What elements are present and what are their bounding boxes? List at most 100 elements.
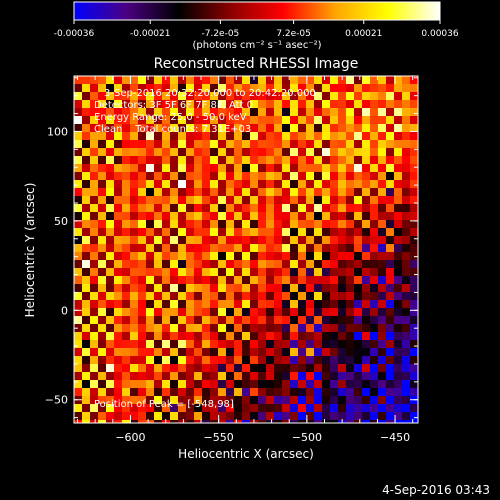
heatmap-cell: [194, 140, 202, 148]
heatmap-cell: [386, 316, 394, 324]
heatmap-cell: [258, 116, 266, 124]
heatmap-cell: [234, 324, 242, 332]
y-tick-label: 50: [54, 215, 68, 228]
heatmap-cell: [162, 380, 170, 388]
heatmap-cell: [306, 412, 314, 420]
heatmap-cell: [394, 108, 402, 116]
colorbar-tick-label: 7.2e-05: [276, 29, 311, 39]
heatmap-cell: [146, 348, 154, 356]
heatmap-cell: [402, 244, 410, 252]
heatmap-cell: [210, 116, 218, 124]
heatmap-cell: [114, 124, 122, 132]
heatmap-cell: [330, 228, 338, 236]
heatmap-cell: [146, 260, 154, 268]
heatmap-cell: [338, 132, 346, 140]
heatmap-cell: [170, 92, 178, 100]
heatmap-cell: [98, 268, 106, 276]
heatmap-cell: [90, 236, 98, 244]
heatmap-cell: [274, 252, 282, 260]
heatmap-cell: [202, 148, 210, 156]
heatmap-cell: [186, 244, 194, 252]
heatmap-cell: [90, 292, 98, 300]
heatmap-cell: [186, 212, 194, 220]
heatmap-cell: [258, 132, 266, 140]
heatmap-cell: [314, 132, 322, 140]
heatmap-cell: [170, 220, 178, 228]
heatmap-cell: [314, 100, 322, 108]
heatmap-cell: [130, 356, 138, 364]
heatmap-cell: [362, 124, 370, 132]
heatmap-cell: [194, 364, 202, 372]
heatmap-cell: [178, 348, 186, 356]
heatmap-cell: [258, 284, 266, 292]
heatmap-cell: [122, 76, 130, 84]
heatmap-cell: [346, 276, 354, 284]
heatmap-cell: [162, 260, 170, 268]
heatmap-cell: [82, 132, 90, 140]
heatmap-cell: [114, 412, 122, 420]
heatmap-cell: [114, 324, 122, 332]
heatmap-cell: [178, 108, 186, 116]
heatmap-cell: [378, 228, 386, 236]
heatmap-cell: [234, 124, 242, 132]
heatmap-cell: [186, 284, 194, 292]
heatmap-cell: [410, 156, 418, 164]
heatmap-cell: [114, 260, 122, 268]
heatmap-cell: [106, 244, 114, 252]
heatmap-cell: [98, 244, 106, 252]
heatmap-cell: [146, 188, 154, 196]
heatmap-cell: [338, 204, 346, 212]
heatmap-cell: [130, 148, 138, 156]
heatmap-cell: [122, 284, 130, 292]
heatmap-cell: [82, 188, 90, 196]
heatmap-cell: [186, 140, 194, 148]
heatmap-cell: [138, 396, 146, 404]
heatmap-cell: [130, 116, 138, 124]
heatmap-cell: [330, 372, 338, 380]
heatmap-cell: [306, 380, 314, 388]
heatmap-cell: [98, 292, 106, 300]
heatmap-cell: [194, 348, 202, 356]
heatmap-cell: [218, 356, 226, 364]
heatmap-cell: [146, 92, 154, 100]
heatmap-cell: [274, 364, 282, 372]
heatmap-cell: [298, 348, 306, 356]
heatmap-cell: [314, 220, 322, 228]
heatmap-cell: [394, 132, 402, 140]
heatmap-cell: [370, 92, 378, 100]
heatmap-cell: [322, 100, 330, 108]
heatmap-cell: [282, 356, 290, 364]
heatmap-cell: [82, 324, 90, 332]
heatmap-cell: [90, 324, 98, 332]
heatmap-cell: [402, 204, 410, 212]
heatmap-cell: [282, 348, 290, 356]
heatmap-cell: [330, 396, 338, 404]
heatmap-cell: [186, 84, 194, 92]
heatmap-cell: [410, 172, 418, 180]
heatmap-cell: [346, 108, 354, 116]
heatmap-cell: [194, 76, 202, 84]
heatmap-cell: [378, 292, 386, 300]
heatmap-cell: [178, 332, 186, 340]
heatmap-cell: [298, 276, 306, 284]
heatmap-cell: [250, 196, 258, 204]
heatmap-cell: [394, 404, 402, 412]
heatmap-cell: [274, 188, 282, 196]
heatmap-cell: [210, 284, 218, 292]
heatmap-cell: [266, 388, 274, 396]
heatmap-cell: [322, 356, 330, 364]
heatmap-cell: [82, 284, 90, 292]
heatmap-cell: [258, 340, 266, 348]
heatmap-cell: [330, 140, 338, 148]
heatmap-cell: [74, 372, 82, 380]
heatmap-cell: [218, 196, 226, 204]
heatmap-cell: [106, 156, 114, 164]
heatmap-cell: [226, 356, 234, 364]
heatmap-cell: [82, 100, 90, 108]
heatmap-cell: [122, 132, 130, 140]
heatmap-cell: [394, 420, 402, 423]
heatmap-cell: [106, 116, 114, 124]
heatmap-cell: [362, 412, 370, 420]
heatmap-cell: [274, 124, 282, 132]
heatmap-cell: [258, 228, 266, 236]
